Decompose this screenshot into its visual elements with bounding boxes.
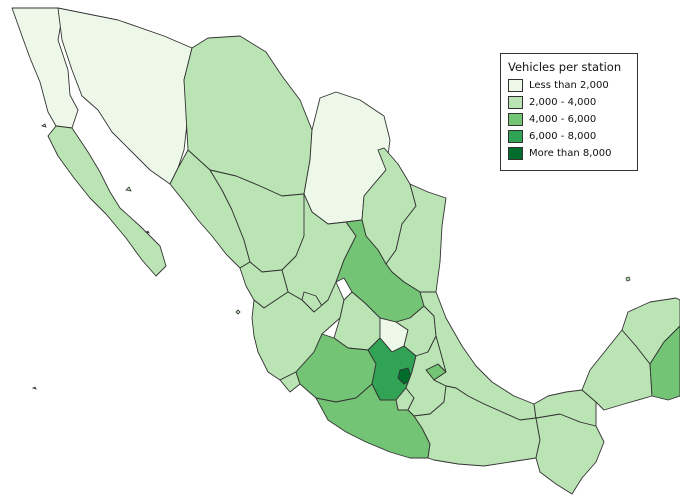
legend-item-less-than-2000: Less than 2,000 bbox=[508, 77, 631, 94]
island-cozumel bbox=[625, 276, 631, 282]
legend-label: Less than 2,000 bbox=[529, 80, 609, 91]
legend-label: More than 8,000 bbox=[529, 148, 612, 159]
legend-label: 6,000 - 8,000 bbox=[529, 131, 597, 142]
legend-label: 2,000 - 4,000 bbox=[529, 97, 597, 108]
island-guadalupe bbox=[41, 123, 47, 128]
island-gulf-california bbox=[144, 230, 150, 234]
legend-item-6000-8000: 6,000 - 8,000 bbox=[508, 128, 631, 145]
state-tabasco bbox=[533, 389, 597, 427]
state-baja-california-sur bbox=[47, 125, 167, 277]
state-quintana-roo bbox=[649, 325, 680, 401]
legend-item-4000-6000: 4,000 - 6,000 bbox=[508, 111, 631, 128]
island-tiburon bbox=[125, 186, 132, 192]
legend-label: 4,000 - 6,000 bbox=[529, 114, 597, 125]
legend-swatch bbox=[508, 96, 523, 109]
legend-swatch bbox=[508, 130, 523, 143]
island-revillagigedo bbox=[31, 386, 37, 390]
legend-swatch bbox=[508, 113, 523, 126]
state-yucatan bbox=[621, 297, 680, 365]
state-chiapas bbox=[535, 413, 605, 495]
legend-swatch bbox=[508, 147, 523, 160]
map-legend: Vehicles per station Less than 2,000 2,0… bbox=[500, 53, 638, 171]
legend-swatch bbox=[508, 79, 523, 92]
legend-item-more-than-8000: More than 8,000 bbox=[508, 145, 631, 162]
legend-item-2000-4000: 2,000 - 4,000 bbox=[508, 94, 631, 111]
legend-title: Vehicles per station bbox=[508, 60, 622, 74]
island-marias bbox=[235, 309, 241, 315]
